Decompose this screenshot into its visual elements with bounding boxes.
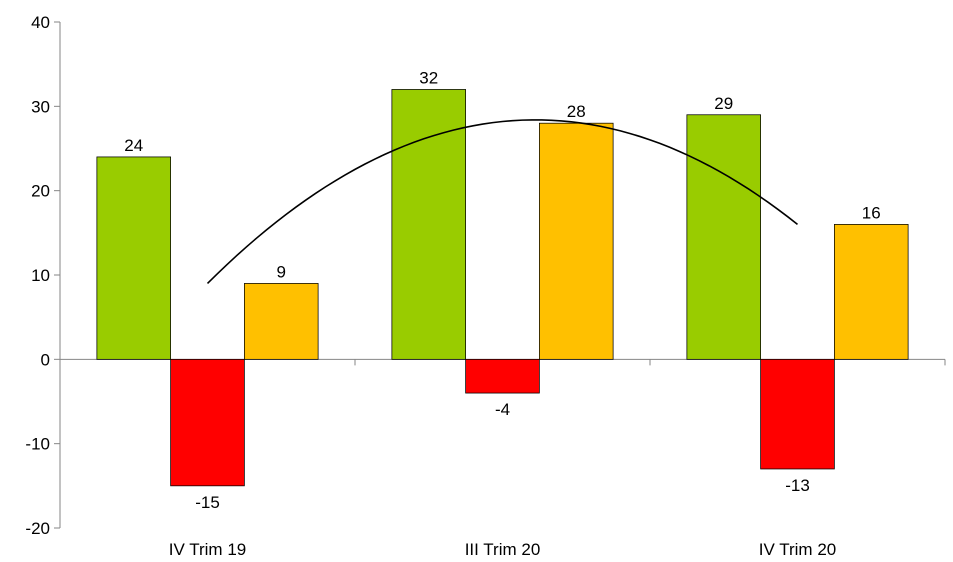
data-label: -13 [785,476,810,495]
data-label: -4 [495,400,510,419]
bar [465,358,540,394]
x-tick-label: IV Trim 19 [169,540,246,559]
bar [170,358,245,487]
data-label: 32 [419,68,438,87]
bar [244,283,319,360]
bar [96,156,171,360]
data-labels: 24 32 29 -15 -4 -13 9 28 16 [124,68,880,511]
data-label: 24 [124,136,143,155]
y-tick-label: -10 [25,435,50,454]
data-label: 9 [277,262,286,281]
bar [391,89,466,360]
y-tick-label: 40 [31,13,50,32]
data-label: 28 [567,102,586,121]
x-tick-label: III Trim 20 [465,540,541,559]
y-tick-label: 30 [31,97,50,116]
y-tick-label: -20 [25,519,50,538]
axes: -20 -10 0 10 20 30 40 IV Trim 19 III Trim 20 IV T… [25,13,946,559]
bar [686,114,761,360]
y-tick-label: 10 [31,266,50,285]
data-label: -15 [195,493,220,512]
y-tick-label: 0 [41,350,50,369]
y-tick-label: 20 [31,182,50,201]
bar [834,224,909,360]
trendline-group [206,119,798,285]
data-label: 29 [714,94,733,113]
x-tick-label: IV Trim 20 [759,540,836,559]
data-label: 16 [862,203,881,222]
trendline [206,119,798,285]
bar [760,358,835,470]
bars [96,89,909,487]
bar [539,122,614,360]
